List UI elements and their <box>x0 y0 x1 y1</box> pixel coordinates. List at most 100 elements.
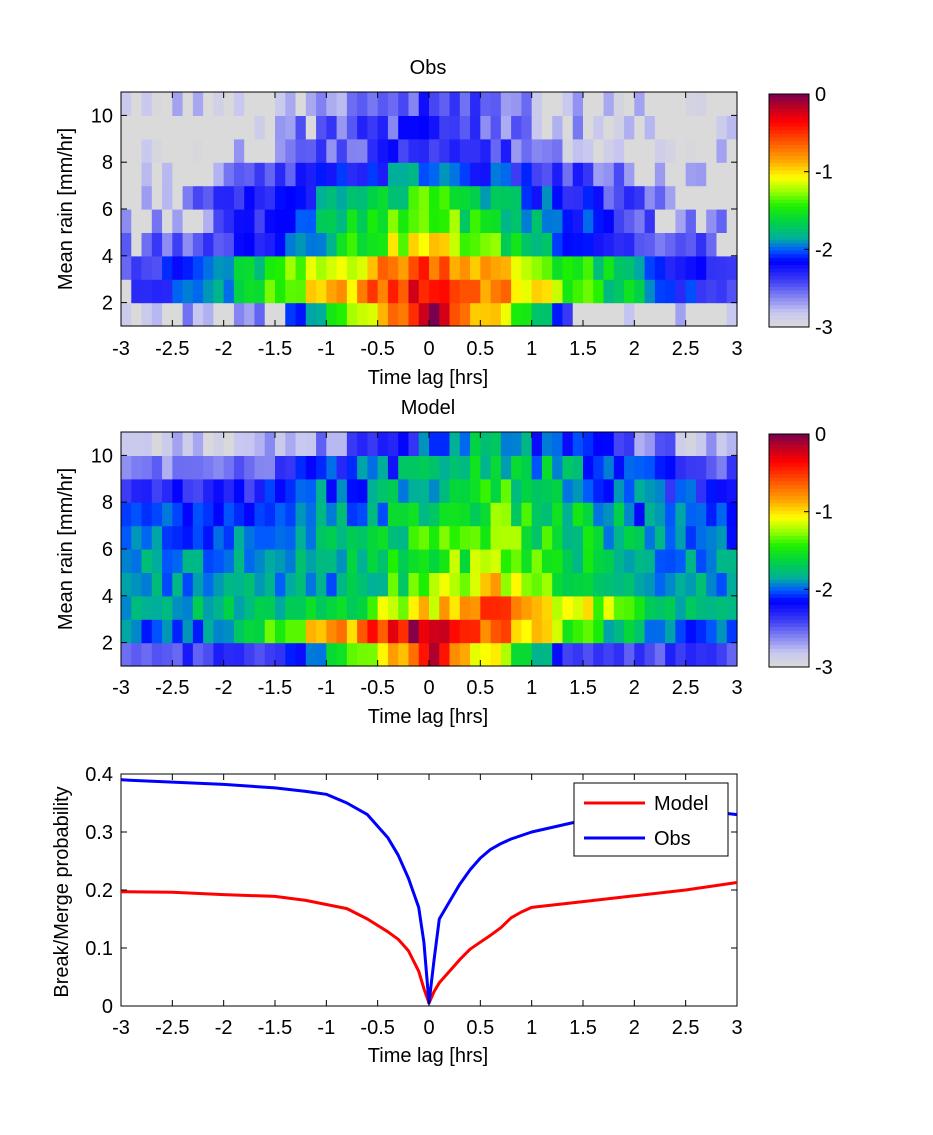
heatmap-cell <box>634 303 645 327</box>
heatmap-cell <box>593 115 604 139</box>
heatmap-cell <box>665 303 676 327</box>
heatmap-cell <box>234 209 245 233</box>
colorbar-segment <box>769 229 809 233</box>
heatmap-cell <box>429 186 440 210</box>
heatmap-cell <box>142 303 153 327</box>
heatmap-cell <box>706 92 717 116</box>
heatmap-cell <box>552 256 563 280</box>
heatmap-cell <box>675 619 686 643</box>
heatmap-cell <box>337 232 348 256</box>
heatmap-cell <box>183 186 194 210</box>
heatmap-cell <box>388 209 399 233</box>
heatmap-cell <box>716 279 727 303</box>
heatmap-cell <box>583 619 594 643</box>
heatmap-cell <box>706 115 717 139</box>
heatmap-cell <box>326 139 337 163</box>
model-title: Model <box>401 397 455 419</box>
heatmap-cell <box>203 596 214 620</box>
heatmap-cell <box>521 279 532 303</box>
obs-heatmap-cells <box>121 92 738 327</box>
x-tick-label: -2.5 <box>155 677 189 699</box>
heatmap-cell <box>480 479 491 503</box>
colorbar-segment <box>769 631 809 635</box>
heatmap-cell <box>552 115 563 139</box>
colorbar-segment <box>769 616 809 620</box>
heatmap-cell <box>716 502 727 526</box>
heatmap-cell <box>439 526 450 550</box>
heatmap-cell <box>316 232 327 256</box>
heatmap-cell <box>265 162 276 186</box>
heatmap-cell <box>285 115 296 139</box>
heatmap-cell <box>224 455 235 479</box>
heatmap-cell <box>213 572 224 596</box>
heatmap-cell <box>388 303 399 327</box>
heatmap-cell <box>532 643 543 667</box>
heatmap-cell <box>234 186 245 210</box>
heatmap-cell <box>655 432 666 456</box>
heatmap-cell <box>142 502 153 526</box>
heatmap-cell <box>470 162 481 186</box>
heatmap-cell <box>275 303 286 327</box>
heatmap-cell <box>142 619 153 643</box>
heatmap-cell <box>583 643 594 667</box>
heatmap-cell <box>234 502 245 526</box>
heatmap-cell <box>491 92 502 116</box>
colorbar-tick-label: -1 <box>815 162 833 184</box>
heatmap-cell <box>213 232 224 256</box>
heatmap-cell <box>696 479 707 503</box>
heatmap-cell <box>727 256 738 280</box>
heatmap-cell <box>480 432 491 456</box>
heatmap-cell <box>183 432 194 456</box>
heatmap-cell <box>285 455 296 479</box>
heatmap-cell <box>429 115 440 139</box>
heatmap-cell <box>142 526 153 550</box>
heatmap-cell <box>275 596 286 620</box>
heatmap-cell <box>131 162 142 186</box>
heatmap-cell <box>706 549 717 573</box>
heatmap-cell <box>562 92 573 116</box>
heatmap-cell <box>521 209 532 233</box>
heatmap-cell <box>357 115 368 139</box>
heatmap-cell <box>727 526 738 550</box>
heatmap-cell <box>244 256 255 280</box>
heatmap-cell <box>337 549 348 573</box>
heatmap-cell <box>634 92 645 116</box>
heatmap-cell <box>480 526 491 550</box>
heatmap-cell <box>265 526 276 550</box>
heatmap-cell <box>121 115 132 139</box>
heatmap-cell <box>234 279 245 303</box>
heatmap-cell <box>183 209 194 233</box>
heatmap-cell <box>275 455 286 479</box>
heatmap-cell <box>121 596 132 620</box>
colorbar-segment <box>769 116 809 120</box>
heatmap-cell <box>593 303 604 327</box>
heatmap-cell <box>367 162 378 186</box>
heatmap-cell <box>573 256 584 280</box>
heatmap-cell <box>439 643 450 667</box>
heatmap-cell <box>604 115 615 139</box>
heatmap-cell <box>665 596 676 620</box>
colorbar-tick-label: -1 <box>815 502 833 524</box>
heatmap-cell <box>131 209 142 233</box>
heatmap-cell <box>172 619 183 643</box>
heatmap-cell <box>665 115 676 139</box>
heatmap-cell <box>306 279 317 303</box>
heatmap-cell <box>213 619 224 643</box>
heatmap-cell <box>696 162 707 186</box>
heatmap-cell <box>244 186 255 210</box>
heatmap-cell <box>326 186 337 210</box>
heatmap-cell <box>604 162 615 186</box>
heatmap-cell <box>203 232 214 256</box>
heatmap-cell <box>193 619 204 643</box>
colorbar-segment <box>769 247 809 251</box>
heatmap-cell <box>552 526 563 550</box>
x-tick-label: -0.5 <box>360 338 394 360</box>
heatmap-cell <box>429 549 440 573</box>
heatmap-cell <box>552 209 563 233</box>
heatmap-cell <box>460 479 471 503</box>
heatmap-cell <box>614 432 625 456</box>
heatmap-cell <box>398 596 409 620</box>
heatmap-cell <box>367 232 378 256</box>
heatmap-cell <box>326 256 337 280</box>
heatmap-cell <box>429 572 440 596</box>
